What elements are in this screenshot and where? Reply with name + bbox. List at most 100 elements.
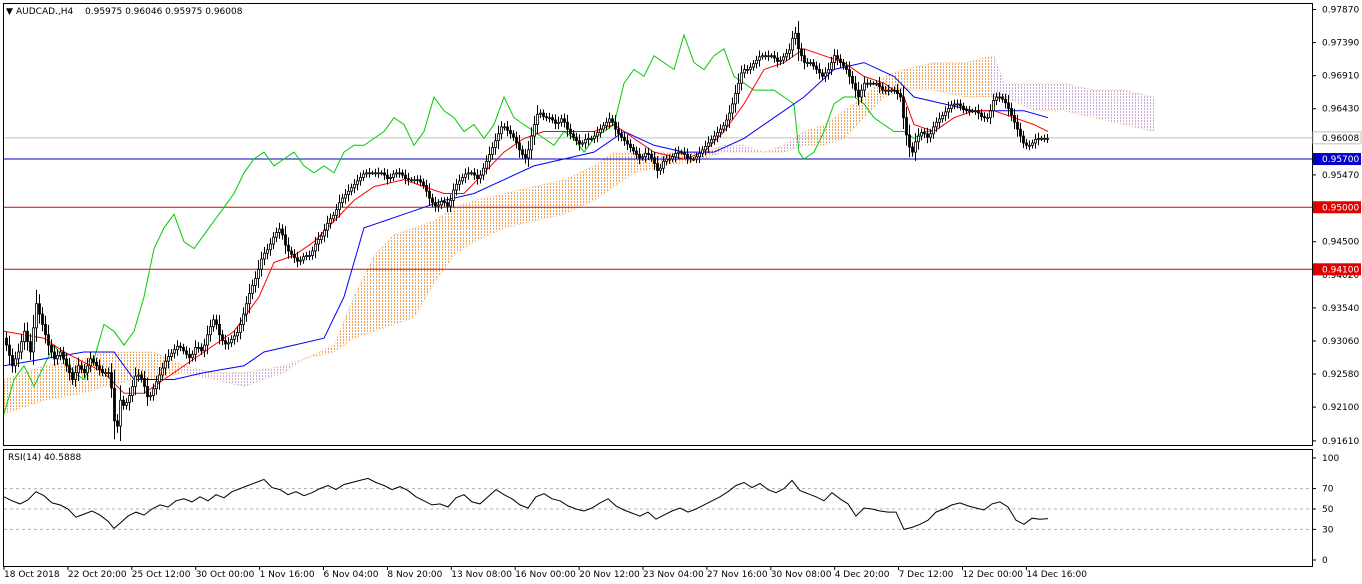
time-tick-label: 8 Nov 20:00 [387,570,442,580]
candle-body [281,228,284,236]
main-chart-area[interactable] [3,3,1313,446]
candle-body [755,59,758,65]
symbol-label: AUDCAD.,H4 [16,7,74,17]
candle-body [272,236,275,245]
candle-body [116,420,119,427]
candle-body [218,324,221,336]
candle-body [494,140,497,148]
candle-body [227,342,230,345]
candle-body [572,133,575,138]
cloud-segment [724,145,744,153]
candle-body [536,113,539,125]
candle-body [197,346,200,349]
kijun-sen [3,62,1049,380]
time-tick-label: 20 Nov 12:00 [579,570,640,580]
candle-body [239,324,242,333]
candle-body [704,146,707,151]
candle-body [917,135,920,143]
candle-body [629,143,632,148]
candle-body [341,197,344,204]
time-tick-label: 4 Dec 20:00 [835,570,890,580]
candle-body [788,49,791,54]
candle-body [458,180,461,185]
chikou-span [3,33,945,415]
candle-body [626,140,629,145]
candle-body [605,121,608,127]
candle-body [635,150,638,155]
candle-body [893,89,896,92]
candle-body [857,89,860,98]
candle-body [383,172,386,176]
cloud-segment [934,62,964,98]
candle-body [962,105,965,111]
candle-body [392,173,395,178]
candle-body [422,181,425,186]
candle-body [203,344,206,352]
candle-body [791,38,794,51]
candle-body [1016,121,1019,130]
candle-body [161,367,164,376]
cloud-segment [304,345,334,359]
candle-body [359,177,362,182]
candle-body [470,172,473,175]
time-axis[interactable]: 18 Oct 2018 22 Oct 20:00 25 Oct 12:00 30 Oc… [3,566,1087,580]
candle-body [680,151,683,154]
candle-body [575,136,578,142]
candle-body [254,278,257,286]
cloud-segment [594,152,614,201]
cloud-segment [784,131,804,153]
candle-body [677,151,680,154]
candle-body [308,255,311,257]
candle-body [155,381,158,390]
candle-body [1019,128,1022,137]
rsi-tick-label: 50 [1322,505,1334,515]
candle-body [152,388,155,397]
candle-body [248,293,251,305]
rsi-tick-label: 30 [1322,525,1334,535]
candle-body [851,75,854,84]
candle-body [770,55,773,58]
candle-body [656,163,659,171]
candle-body [878,82,881,88]
candle-body [905,117,908,136]
candle-body [773,55,776,59]
candle-body [632,147,635,152]
candle-body [881,86,884,91]
cloud-segment [1004,83,1034,111]
candle-body [668,158,671,161]
candle-body [461,177,464,182]
candle-body [977,110,980,114]
candle-body [26,330,29,343]
rsi-tick-label: 70 [1322,485,1334,495]
cloud-segment [44,358,84,401]
rsi-tick-label: 0 [1322,556,1328,566]
candle-body [104,372,107,375]
candle-body [245,303,248,315]
chart-menu-arrow-icon[interactable]: ▼ [6,7,13,17]
time-tick-label: 13 Nov 08:00 [451,570,512,580]
candle-body [251,284,254,294]
candle-body [569,128,572,135]
cloud-segment [454,200,474,256]
candle-body [5,337,8,346]
candle-body [398,172,401,175]
candle-body [758,56,761,61]
cloud-segment [614,152,634,187]
candle-body [866,82,869,85]
candle-body [920,132,923,137]
candle-body [596,132,599,137]
candle-body [122,399,125,406]
rsi-panel[interactable] [3,449,1313,567]
cloud-segment [284,358,304,373]
candle-body [374,172,377,175]
candle-body [503,126,506,129]
price-axis[interactable]: 0.97870 0.97390 0.96910 0.96430 0.95470 0.945… [1312,6,1362,447]
candle-body [71,372,74,380]
candle-body [794,32,797,39]
candle-body [35,303,38,329]
candle-body [215,319,218,325]
candle-body [1046,137,1049,140]
cloud-segment [564,165,594,215]
candle-body [611,118,614,123]
candle-body [968,110,971,113]
